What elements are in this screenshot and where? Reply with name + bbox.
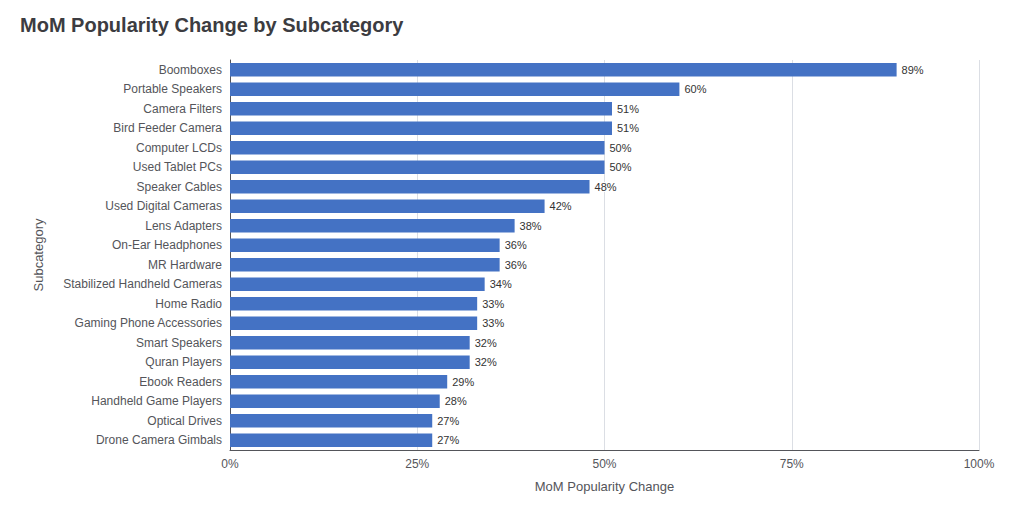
svg-text:51%: 51% [617, 103, 639, 115]
svg-text:27%: 27% [437, 434, 459, 446]
svg-text:89%: 89% [902, 64, 924, 76]
svg-text:Handheld Game Players: Handheld Game Players [91, 394, 222, 408]
svg-text:Used Tablet PCs: Used Tablet PCs [133, 160, 222, 174]
svg-text:32%: 32% [475, 356, 497, 368]
svg-text:Used Digital Cameras: Used Digital Cameras [105, 199, 222, 213]
svg-text:100%: 100% [964, 457, 995, 471]
svg-text:50%: 50% [610, 142, 632, 154]
svg-text:36%: 36% [505, 259, 527, 271]
svg-text:On-Ear Headphones: On-Ear Headphones [112, 238, 222, 252]
svg-text:29%: 29% [452, 376, 474, 388]
svg-text:Camera Filters: Camera Filters [143, 102, 222, 116]
svg-text:Ebook Readers: Ebook Readers [139, 375, 222, 389]
svg-text:33%: 33% [482, 317, 504, 329]
svg-text:75%: 75% [780, 457, 804, 471]
svg-text:Home Radio: Home Radio [155, 297, 222, 311]
svg-text:32%: 32% [475, 337, 497, 349]
svg-text:Gaming Phone Accessories: Gaming Phone Accessories [75, 316, 222, 330]
svg-text:0%: 0% [221, 457, 239, 471]
svg-text:Quran Players: Quran Players [145, 355, 222, 369]
svg-text:Speaker Cables: Speaker Cables [137, 180, 222, 194]
svg-text:42%: 42% [550, 200, 572, 212]
svg-text:MR Hardware: MR Hardware [148, 258, 222, 272]
svg-text:Stabilized Handheld Cameras: Stabilized Handheld Cameras [63, 277, 222, 291]
svg-text:38%: 38% [520, 220, 542, 232]
svg-text:Subcategory: Subcategory [31, 218, 46, 291]
svg-text:34%: 34% [490, 278, 512, 290]
svg-text:Optical Drives: Optical Drives [147, 414, 222, 428]
svg-text:33%: 33% [482, 298, 504, 310]
svg-text:50%: 50% [592, 457, 616, 471]
svg-text:Computer LCDs: Computer LCDs [136, 141, 222, 155]
svg-text:Boomboxes: Boomboxes [159, 63, 222, 77]
svg-text:36%: 36% [505, 239, 527, 251]
svg-text:25%: 25% [405, 457, 429, 471]
svg-text:MoM Popularity Change: MoM Popularity Change [535, 479, 674, 494]
svg-text:Smart Speakers: Smart Speakers [136, 336, 222, 350]
svg-text:50%: 50% [610, 161, 632, 173]
svg-text:Lens Adapters: Lens Adapters [145, 219, 222, 233]
svg-text:Drone Camera Gimbals: Drone Camera Gimbals [96, 433, 222, 447]
svg-text:Bird Feeder Camera: Bird Feeder Camera [113, 121, 222, 135]
svg-text:51%: 51% [617, 122, 639, 134]
svg-text:MoM Popularity Change by Subca: MoM Popularity Change by Subcategory [20, 14, 404, 36]
svg-text:48%: 48% [595, 181, 617, 193]
svg-text:27%: 27% [437, 415, 459, 427]
svg-text:Portable Speakers: Portable Speakers [123, 82, 222, 96]
svg-text:60%: 60% [684, 83, 706, 95]
svg-text:28%: 28% [445, 395, 467, 407]
